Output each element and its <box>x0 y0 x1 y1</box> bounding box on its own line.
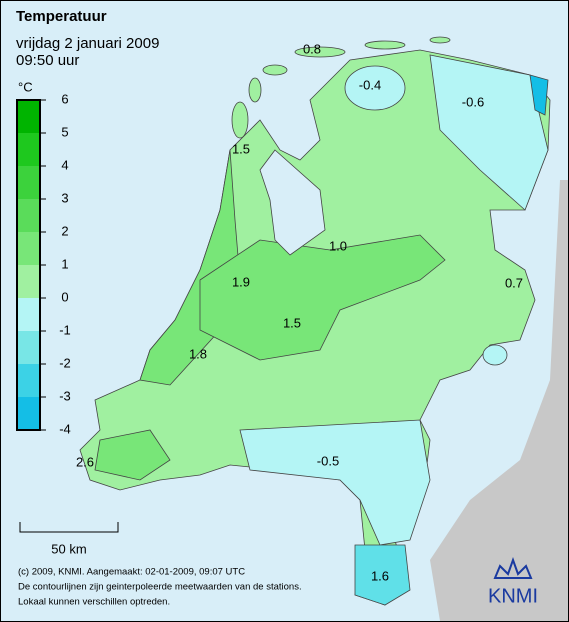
footer-line: De contourlijnen zijn geinterpoleerde me… <box>18 582 302 593</box>
legend-band <box>17 166 40 199</box>
legend-tick-label: -4 <box>59 421 71 436</box>
legend-tick-label: 2 <box>61 223 68 238</box>
logo-text: KNMI <box>488 585 538 607</box>
legend-tick-label: -3 <box>59 388 71 403</box>
legend-band <box>17 100 40 133</box>
legend-band <box>17 133 40 166</box>
contour-label: 0.8 <box>303 41 321 56</box>
scale-label: 50 km <box>51 541 86 556</box>
contour-labels: 0.8 -0.4 -0.6 1.5 1.0 0.7 1.9 1.5 1.8 2.6 -0.5 1.6 <box>76 41 523 583</box>
contour-label: 2.6 <box>76 454 94 469</box>
legend-band <box>17 265 40 298</box>
logo-crown <box>493 557 533 579</box>
header: Temperatuur vrijdag 2 januari 2009 09:50… <box>16 8 159 69</box>
legend-band <box>17 364 40 397</box>
legend: 6 5 4 3 2 1 0 -1 -2 -3 -4 <box>16 91 71 436</box>
contour-label: 1.0 <box>329 238 347 253</box>
legend-tick-label: 0 <box>61 289 68 304</box>
legend-tick-label: 5 <box>61 124 68 139</box>
contour-label: 0.7 <box>505 275 523 290</box>
legend-band <box>17 232 40 265</box>
legend-tick-label: -1 <box>59 322 71 337</box>
legend-tick-label: 3 <box>61 190 68 205</box>
legend-tick-label: 1 <box>61 256 68 271</box>
scale-bar: 50 km <box>19 522 119 556</box>
footer-line: (c) 2009, KNMI. Aangemaakt: 02-01-2009, … <box>18 567 245 578</box>
contour-label: 1.5 <box>283 315 301 330</box>
contour-label: 1.6 <box>371 568 389 583</box>
legend-band <box>17 199 40 232</box>
legend-band <box>17 331 40 364</box>
date: vrijdag 2 januari 2009 <box>16 35 159 52</box>
contour-label: -0.4 <box>359 77 381 92</box>
footer-line: Lokaal kunnen verschillen optreden. <box>18 597 170 608</box>
legend-band <box>17 298 40 331</box>
legend-band <box>17 397 40 430</box>
title: Temperatuur <box>16 8 107 25</box>
legend-tick-label: -2 <box>59 355 71 370</box>
legend-tick-label: 6 <box>61 91 68 106</box>
neighbour-land <box>430 180 568 621</box>
contour-label: 1.8 <box>189 346 207 361</box>
scale-line <box>19 522 119 533</box>
time: 09:50 uur <box>16 52 79 69</box>
contour-label: -0.6 <box>462 94 484 109</box>
legend-unit: °C <box>18 79 33 94</box>
contour-label: 1.5 <box>232 141 250 156</box>
contour-label: -0.5 <box>317 453 339 468</box>
land <box>79 36 551 606</box>
logo: KNMI <box>488 557 538 607</box>
contour-label: 1.9 <box>232 274 250 289</box>
legend-tick-label: 4 <box>61 157 68 172</box>
